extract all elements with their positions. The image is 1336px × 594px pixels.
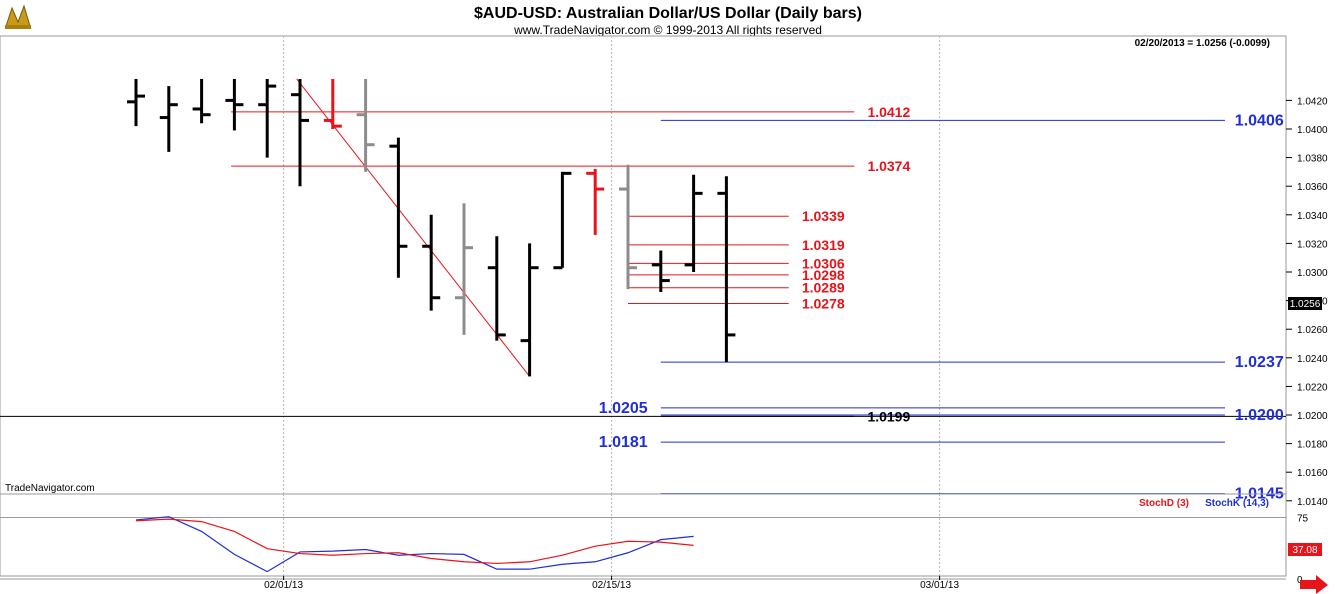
y-tick-label: 1.0380 (1297, 154, 1328, 165)
price-readout: 02/20/2013 = 1.0256 (-0.0099) (1135, 38, 1270, 49)
y-tick-label: 1.0320 (1297, 239, 1328, 250)
trendline (296, 78, 530, 377)
chart-header: $AUD-USD: Australian Dollar/US Dollar (D… (2, 2, 1270, 49)
ohlc-bar (553, 171, 572, 270)
level-label: 1.0289 (802, 280, 845, 296)
stochastic-panel-frame (0, 493, 1287, 577)
y-tick-label: 1.0240 (1297, 354, 1328, 365)
stochastic-last-tag: 37.08 (1288, 543, 1322, 556)
stochastic-gridlines (0, 494, 1286, 580)
ohlc-bar (192, 78, 211, 124)
stochastic-tick-label: 75 (1297, 514, 1309, 525)
stochastic-line (135, 518, 694, 565)
ohlc-bar (422, 214, 441, 311)
y-tick-label: 1.0260 (1297, 325, 1328, 336)
ohlc-bar (258, 78, 277, 158)
legend-entry: StochD (3) (1139, 498, 1189, 509)
y-tick-label: 1.0340 (1297, 211, 1328, 222)
ohlc-bar (520, 243, 539, 377)
y-tick-label: 1.0220 (1297, 382, 1328, 393)
stochastic-panel: 750 StochD (3) StochK (14,3) 37.08 (0, 493, 1322, 586)
legend-entry: StochK (14,3) (1205, 498, 1269, 509)
ohlc-bars (127, 78, 736, 377)
y-tick-label: 1.0400 (1297, 125, 1328, 136)
chart-title: $AUD-USD: Australian Dollar/US Dollar (D… (474, 5, 862, 22)
right-arrow-icon[interactable] (1300, 575, 1328, 594)
ohlc-bar (389, 137, 408, 278)
y-tick-label: 1.0360 (1297, 182, 1328, 193)
level-label: 1.0199 (867, 408, 910, 424)
level-label: 1.0237 (1235, 354, 1284, 371)
brand-text: TradeNavigator.com (5, 483, 95, 494)
ohlc-bar (291, 78, 309, 187)
ohlc-bar (684, 174, 703, 272)
last-price-tag: 1.0256 (1288, 297, 1322, 310)
ohlc-bar (586, 169, 605, 235)
ohlc-bar (487, 236, 506, 341)
level-label: 1.0181 (599, 434, 648, 451)
level-label: 1.0339 (802, 208, 845, 224)
ohlc-bar (717, 176, 736, 363)
y-tick-label: 1.0160 (1297, 468, 1328, 479)
level-label: 1.0306 (802, 255, 845, 271)
x-axis: 02/01/13 02/15/13 03/01/13 (0, 575, 1286, 591)
stochastic-last-label: 37.08 (1292, 545, 1317, 556)
stochastic-series (135, 516, 694, 573)
x-tick-label: 02/01/13 (264, 580, 303, 591)
x-tick-label: 03/01/13 (920, 580, 959, 591)
ohlc-bar (356, 78, 375, 172)
level-label: 1.0205 (599, 400, 648, 417)
level-label: 1.0319 (802, 237, 845, 253)
level-label: 1.0298 (802, 267, 845, 283)
x-tick-label: 02/15/13 (592, 580, 631, 591)
ohlc-bar (127, 78, 145, 127)
ohlc-bar (159, 86, 178, 152)
y-tick-label: 1.0420 (1297, 96, 1328, 107)
level-label: 1.0412 (867, 104, 910, 120)
price-levels: 1.04121.03741.03391.03191.03061.02981.02… (231, 104, 1284, 503)
trendline-line (296, 78, 530, 377)
level-label: 1.0374 (867, 158, 910, 174)
price-panel: 1.0420 1.0400 1.0380 1.0360 1.0340 1.0320 1.03… (0, 35, 1328, 508)
price-panel-frame (0, 35, 1287, 495)
copyright-text: www.TradeNavigator.com © 1999-2013 All r… (513, 23, 822, 37)
level-label: 1.0278 (802, 295, 845, 311)
ohlc-bar (619, 164, 637, 290)
ohlc-bar (225, 78, 244, 131)
level-label: 1.0406 (1235, 112, 1284, 129)
ohlc-bar (455, 203, 473, 335)
y-tick-label: 1.0180 (1297, 440, 1328, 451)
y-tick-label: 1.0300 (1297, 268, 1328, 279)
y-tick-label: 1.0140 (1297, 497, 1328, 508)
y-tick-label: 1.0200 (1297, 411, 1328, 422)
ohlc-bar (323, 78, 342, 129)
last-price-label: 1.0256 (1290, 299, 1321, 310)
level-label: 1.0200 (1235, 407, 1284, 424)
stochastic-legend: StochD (3) StochK (14,3) (1139, 498, 1269, 509)
stochastic-line (135, 516, 694, 573)
ohlc-bar (651, 250, 670, 293)
tradenavigator-logo-icon (2, 2, 34, 32)
